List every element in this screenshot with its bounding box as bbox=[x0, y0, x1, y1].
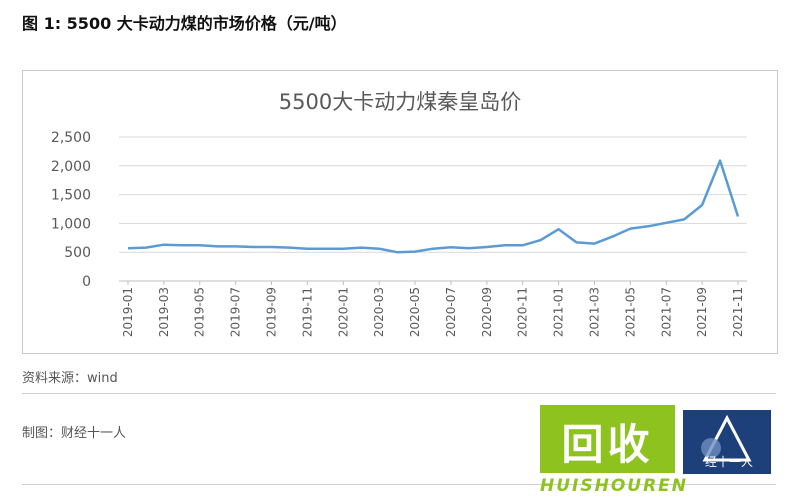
watermark-logo-subtext: HUISHOUREN bbox=[540, 476, 689, 496]
x-tick-label: 2019-07 bbox=[229, 287, 243, 337]
x-tick-label: 2019-05 bbox=[193, 287, 207, 337]
x-tick-label: 2020-11 bbox=[516, 287, 530, 337]
watermark-logo: 回收 bbox=[540, 405, 675, 473]
x-tick-label: 2019-11 bbox=[300, 287, 314, 337]
x-tick-label: 2019-09 bbox=[265, 287, 279, 337]
x-tick-label: 2021-01 bbox=[552, 287, 566, 337]
x-tick-label: 2021-03 bbox=[587, 287, 601, 337]
x-tick-label: 2021-09 bbox=[695, 287, 709, 337]
y-tick-label: 1,500 bbox=[51, 188, 91, 204]
source-note: 资料来源：wind bbox=[22, 371, 118, 386]
y-tick-label: 2,500 bbox=[51, 130, 91, 146]
x-tick-label: 2020-03 bbox=[372, 287, 386, 337]
watermark-badge: 经十一人 bbox=[683, 410, 771, 474]
watermark-logo-text: 回收 bbox=[561, 420, 654, 469]
x-tick-label: 2021-05 bbox=[623, 287, 637, 337]
x-tick-label: 2021-07 bbox=[659, 287, 673, 337]
divider bbox=[22, 484, 776, 485]
badge-text: 经十一人 bbox=[705, 455, 753, 469]
badge-emblem-icon: 经十一人 bbox=[701, 414, 753, 469]
y-tick-label: 2,000 bbox=[51, 159, 91, 175]
divider bbox=[22, 393, 776, 394]
x-tick-label: 2019-01 bbox=[121, 287, 135, 337]
y-tick-label: 500 bbox=[64, 245, 91, 261]
x-tick-label: 2021-11 bbox=[731, 287, 745, 337]
x-tick-label: 2020-09 bbox=[480, 287, 494, 337]
y-tick-label: 1,000 bbox=[51, 216, 91, 232]
chart-frame: 5500大卡动力煤秦皇岛价 0 500 1,000 1,500 2,000 2,500 201… bbox=[22, 70, 778, 354]
x-tick-label: 2020-01 bbox=[336, 287, 350, 337]
x-tick-label: 2020-05 bbox=[408, 287, 422, 337]
maker-note: 制图：财经十一人 bbox=[22, 426, 127, 441]
y-tick-label: 0 bbox=[82, 274, 91, 290]
chart-title: 5500大卡动力煤秦皇岛价 bbox=[279, 90, 521, 114]
x-tick-label: 2019-03 bbox=[157, 287, 171, 337]
line-chart: 5500大卡动力煤秦皇岛价 0 500 1,000 1,500 2,000 2,500 201… bbox=[51, 90, 747, 337]
figure-title: 图 1: 5500 大卡动力煤的市场价格（元/吨） bbox=[22, 14, 347, 33]
series-line bbox=[127, 159, 740, 254]
x-tick-label: 2020-07 bbox=[444, 287, 458, 337]
